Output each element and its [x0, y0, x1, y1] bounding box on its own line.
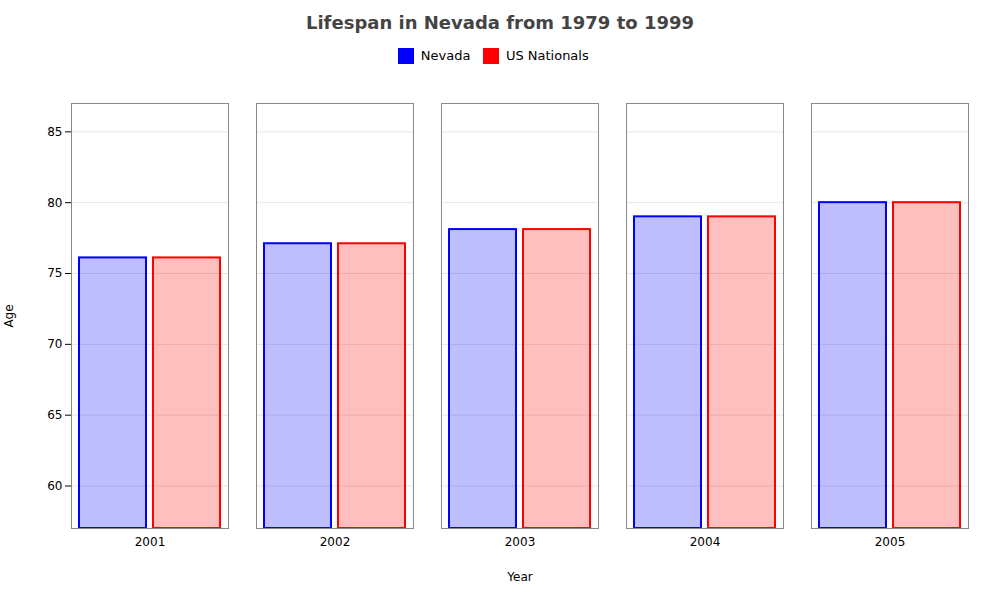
svg-text:60: 60 [47, 478, 62, 492]
svg-text:2003: 2003 [505, 535, 536, 549]
svg-text:80: 80 [47, 195, 62, 209]
svg-text:2005: 2005 [875, 535, 906, 549]
html-text:Lifespan in Nevada from 1979 t: Lifespan in Nevada from 1979 to 1999 [306, 12, 694, 33]
svg-text:Age: Age [2, 304, 16, 327]
svg-text:85: 85 [47, 124, 62, 138]
svg-text:Year: Year [506, 569, 532, 583]
svg-text:2002: 2002 [320, 535, 351, 549]
svg-text:70: 70 [47, 337, 62, 351]
svg-text:75: 75 [47, 266, 62, 280]
svg-text:2001: 2001 [135, 535, 166, 549]
html-text:Nevada: Nevada [420, 48, 471, 63]
svg-text:2004: 2004 [690, 535, 721, 549]
html-text:US Nationals: US Nationals [505, 48, 589, 63]
svg-text:65: 65 [47, 408, 62, 422]
